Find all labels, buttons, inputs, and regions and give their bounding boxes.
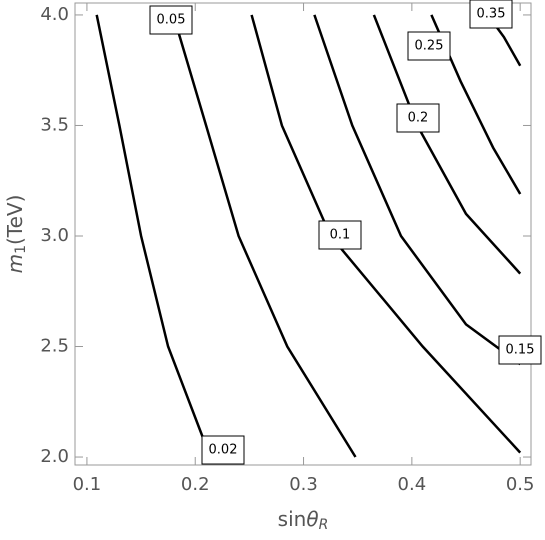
contour-label-box <box>407 31 451 61</box>
contour-line <box>372 14 522 275</box>
plot-frame <box>74 2 532 466</box>
contour-label: 0.05 <box>157 13 186 28</box>
contour-label: 0.25 <box>415 39 444 54</box>
y-tick-label: 2.0 <box>40 446 69 467</box>
contour-line <box>95 14 208 447</box>
y-tick-label: 2.5 <box>40 336 69 357</box>
contour-label-box <box>318 220 362 250</box>
x-axis-label: sinθR <box>278 507 329 534</box>
y-axis-label: m1(TeV) <box>3 195 30 274</box>
contour-label: 0.15 <box>506 343 535 358</box>
y-tick-label: 3.5 <box>40 114 69 135</box>
contour-label: 0.1 <box>330 228 351 243</box>
x-label-sub: R <box>319 517 329 533</box>
y-label-sub: 1 <box>13 245 29 254</box>
contour-label-box <box>469 0 513 29</box>
x-label-text: sin <box>278 507 307 531</box>
x-tick-label: 0.4 <box>398 474 427 495</box>
y-tick-label: 3.0 <box>40 225 69 246</box>
contour-label: 0.2 <box>408 111 429 126</box>
contour-line <box>250 14 522 454</box>
y-tick-label: 4.0 <box>40 4 69 25</box>
x-label-symbol: θ <box>306 507 318 531</box>
contour-label: 0.02 <box>209 443 238 458</box>
contour-label-box <box>149 5 193 35</box>
x-tick-label: 0.1 <box>73 474 102 495</box>
contour-label-box <box>396 103 440 133</box>
contour-label-box <box>201 435 245 465</box>
y-label-rest: (TeV) <box>3 195 27 245</box>
contour-line <box>313 14 521 366</box>
x-tick-label: 0.5 <box>506 474 535 495</box>
x-tick-label: 0.3 <box>289 474 318 495</box>
y-label-text: m <box>3 254 27 273</box>
x-tick-label: 0.2 <box>181 474 210 495</box>
contour-label-box <box>498 335 542 365</box>
contour-line <box>176 30 357 458</box>
contour-label: 0.35 <box>477 7 506 22</box>
